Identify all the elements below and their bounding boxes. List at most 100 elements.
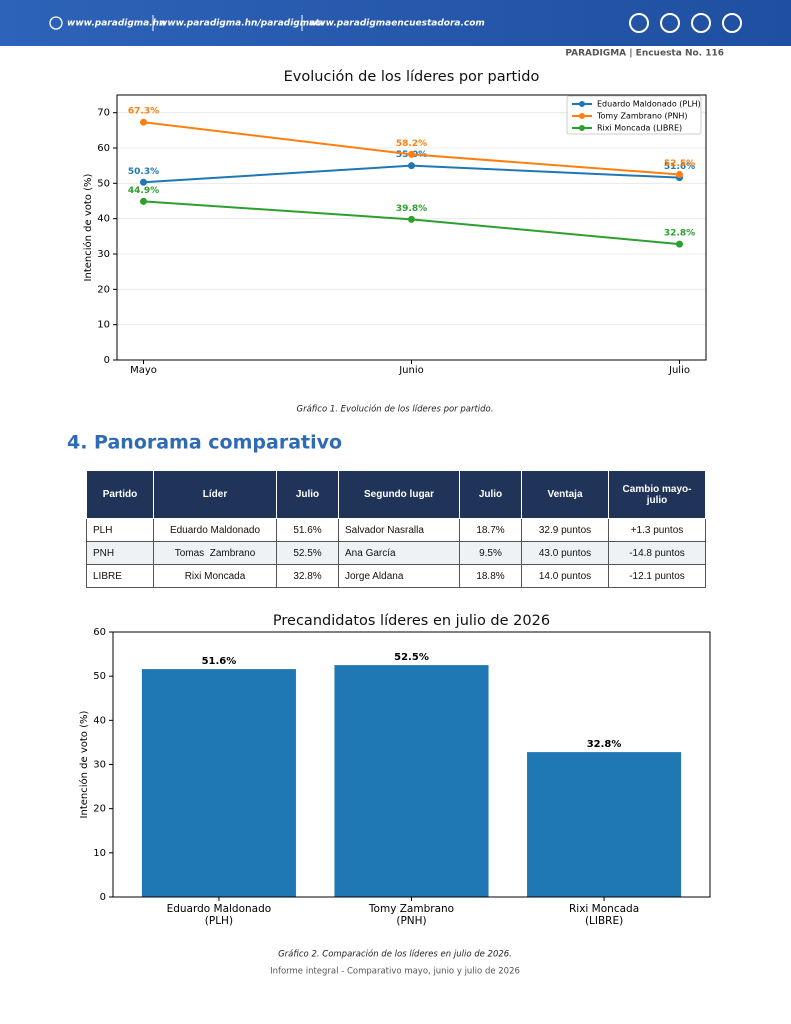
table-cell: PNH — [86, 541, 154, 565]
header-cell: Julio — [459, 470, 522, 519]
data-label: 51.6% — [202, 656, 237, 667]
data-label: 32.8% — [587, 739, 622, 750]
x-tick-label: Mayo — [130, 365, 157, 376]
table-cell: 32.8% — [276, 564, 339, 588]
x-tick-label: Tomy Zambrano (PNH) — [368, 903, 455, 927]
point — [140, 118, 148, 126]
brand-label: PARADIGMA | Encuesta No. 116 — [565, 49, 724, 59]
table-cell: 18.7% — [459, 518, 522, 542]
table-cell: 43.0 puntos — [521, 541, 609, 565]
y-tick-label: 0 — [104, 355, 110, 366]
chart-title: Evolución de los líderes por partido — [284, 69, 540, 85]
legend-marker — [579, 113, 585, 119]
data-label: 58.2% — [396, 139, 427, 149]
table-cell: +1.3 puntos — [608, 518, 706, 542]
footer: Informe integral - Comparativo mayo, jun… — [270, 967, 520, 977]
data-label: 52.5% — [664, 159, 695, 169]
table-cell: Ana García — [338, 541, 460, 565]
table-cell: Rixi Moncada — [153, 564, 277, 588]
table-cell: 32.9 puntos — [521, 518, 609, 542]
data-label: 39.8% — [396, 204, 427, 214]
header-cell: Partido — [86, 470, 154, 519]
point — [675, 240, 683, 248]
table-cell: Tomas Zambrano — [153, 541, 277, 565]
facebook-icon[interactable] — [629, 13, 649, 33]
table-row: PLH Eduardo Maldonado 51.6% Salvador Nasral… — [86, 518, 706, 542]
legend-marker — [579, 125, 585, 131]
youtube-icon[interactable] — [722, 13, 742, 33]
y-tick-label: 0 — [100, 892, 106, 903]
data-label: 32.8% — [664, 229, 695, 239]
point — [408, 215, 415, 223]
x-tick-label: Junio — [398, 365, 424, 376]
header-link[interactable]: www.paradigma.hn/paradigmatv — [159, 19, 327, 29]
plot-frame — [112, 631, 711, 898]
header-cell: Cambio mayo-julio — [608, 470, 706, 519]
legend-label: Rixi Moncada (LIBRE) — [597, 124, 682, 133]
data-label: 51.6% — [664, 162, 695, 172]
y-tick-label: 20 — [97, 284, 110, 295]
y-tick-label: 40 — [97, 214, 110, 225]
y-tick-label: 60 — [97, 143, 110, 154]
table-cell: Jorge Aldana — [338, 564, 460, 588]
table-cell: 52.5% — [276, 541, 339, 565]
data-label: 50.3% — [128, 167, 159, 177]
bar — [141, 669, 296, 897]
bar — [334, 665, 489, 897]
header-bar — [0, 0, 791, 46]
legend-label: Tomy Zambrano (PNH) — [596, 112, 688, 121]
y-tick-label: 10 — [97, 320, 110, 331]
caption: Gráfico 2. Comparación de los líderes en… — [278, 949, 512, 960]
table-cell: -14.8 puntos — [608, 541, 706, 565]
x-tick-label: Julio — [668, 365, 690, 376]
header-cell: Segundo lugar — [338, 470, 460, 519]
table-row: PNH Tomas Zambrano 52.5% Ana García 9.5% 43.0… — [86, 541, 706, 565]
point — [408, 162, 415, 170]
y-tick-label: 60 — [93, 627, 106, 638]
table-cell: 9.5% — [459, 541, 522, 565]
comparison-table: Partido Líder Julio Segundo lugar Julio Venta… — [86, 470, 706, 588]
header-cell: Julio — [276, 470, 339, 519]
header-cell: Ventaja — [521, 470, 609, 519]
x-tick-label: Rixi Moncada (LIBRE) — [569, 903, 640, 927]
point — [408, 150, 415, 158]
legend-marker — [579, 101, 585, 107]
data-label: 44.9% — [128, 186, 159, 196]
header-link[interactable]: www.paradigma.hn — [67, 19, 165, 29]
table-cell: PLH — [86, 518, 154, 542]
plot-frame — [116, 94, 707, 361]
y-tick-label: 30 — [97, 249, 110, 260]
table-cell: Salvador Nasralla — [338, 518, 460, 542]
y-tick-label: 50 — [93, 671, 106, 682]
header-cell: Líder — [153, 470, 277, 519]
table-cell: Eduardo Maldonado — [153, 518, 277, 542]
y-tick-label: 70 — [97, 108, 110, 119]
point — [140, 197, 148, 205]
data-label: 67.3% — [128, 107, 159, 117]
y-tick-label: 20 — [93, 804, 106, 815]
table-cell: 14.0 puntos — [521, 564, 609, 588]
legend-label: Eduardo Maldonado (PLH) — [597, 100, 701, 109]
twitter-icon[interactable] — [691, 13, 711, 33]
y-axis-label: Intención de voto (%) — [82, 173, 94, 281]
instagram-icon[interactable] — [660, 13, 680, 33]
header-row: Partido Líder Julio Segundo lugar Julio Venta… — [86, 470, 706, 519]
table-cell: 18.8% — [459, 564, 522, 588]
table-cell: 51.6% — [276, 518, 339, 542]
x-tick-label: Eduardo Maldonado (PLH) — [166, 903, 272, 927]
table-row: LIBRE Rixi Moncada 32.8% Jorge Aldana 18.8% 1… — [86, 564, 706, 588]
table-cell: -12.1 puntos — [608, 564, 706, 588]
chart-title: Precandidatos líderes en julio de 2026 — [273, 613, 550, 629]
globe-icon — [49, 16, 63, 30]
y-tick-label: 30 — [93, 760, 106, 771]
caption: Gráfico 1. Evolución de los líderes por … — [297, 404, 494, 415]
header-link[interactable]: www.paradigmaencuestadora.com — [309, 19, 485, 29]
y-tick-label: 40 — [93, 715, 106, 726]
data-label: 52.5% — [394, 652, 429, 663]
section-title: 4. Panorama comparativo — [67, 432, 342, 454]
table-cell: LIBRE — [86, 564, 154, 588]
legend-box — [566, 95, 702, 135]
point — [675, 171, 683, 178]
point — [140, 178, 148, 186]
